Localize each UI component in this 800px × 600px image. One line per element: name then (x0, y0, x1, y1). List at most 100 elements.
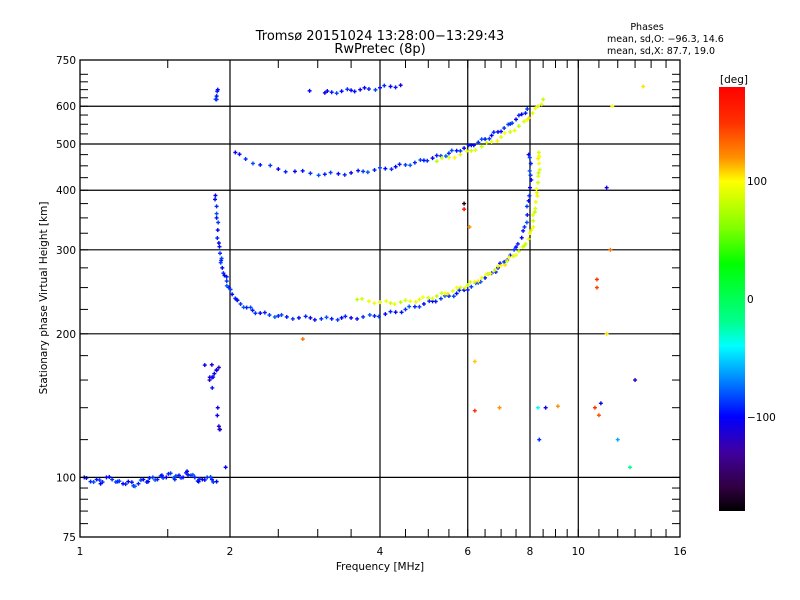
data-point (233, 150, 238, 155)
data-point (388, 309, 393, 314)
data-point (533, 199, 538, 204)
data-point (464, 149, 469, 154)
data-point (349, 315, 354, 320)
data-point (316, 173, 321, 178)
data-point (514, 245, 519, 250)
data-point (377, 165, 382, 170)
chart-subtitle: RwPretec (8p) (334, 42, 425, 57)
data-point (536, 150, 541, 155)
data-point (362, 85, 367, 90)
x-tick-label: 8 (527, 546, 534, 558)
data-point (524, 204, 529, 209)
data-point (519, 235, 524, 240)
colorbar-tick-label: 100 (747, 176, 767, 188)
data-point (537, 161, 542, 166)
data-point (516, 113, 521, 118)
data-point (349, 88, 354, 93)
data-point (491, 130, 496, 135)
data-point (534, 187, 539, 192)
data-point (555, 404, 560, 409)
data-point (529, 177, 534, 182)
data-point (438, 296, 443, 301)
data-point (462, 201, 467, 206)
data-point (215, 87, 220, 92)
data-point (388, 84, 393, 89)
data-point (221, 271, 226, 276)
y-tick-label: 500 (56, 139, 76, 151)
data-point (421, 301, 426, 306)
x-tick-label: 2 (227, 546, 234, 558)
stats-line-o: mean, sd,O: −96.3, 14.6 (607, 34, 724, 45)
data-point (498, 261, 503, 266)
data-point (235, 298, 240, 303)
data-point (238, 301, 243, 306)
x-tick-label: 4 (377, 546, 384, 558)
data-point (532, 210, 537, 215)
data-point (521, 228, 526, 233)
data-point (465, 283, 470, 288)
data-point (452, 155, 457, 160)
data-point (516, 124, 521, 129)
data-point (472, 359, 477, 364)
data-point (372, 301, 377, 306)
x-tick-label: 16 (673, 546, 687, 558)
data-point (132, 484, 137, 489)
data-point (322, 90, 327, 95)
data-point (438, 153, 443, 158)
data-point (426, 295, 431, 300)
chart-title: Tromsø 20151024 13:28:00−13:29:43 (255, 29, 505, 44)
data-point (418, 157, 423, 162)
data-point (446, 155, 451, 160)
data-point (214, 368, 219, 373)
data-point (176, 473, 181, 478)
data-point (159, 473, 164, 478)
x-axis: 1 2 4 6 8 10 16 (77, 60, 687, 558)
data-point (469, 148, 474, 153)
data-point (243, 157, 248, 162)
data-point (468, 279, 473, 284)
data-point (543, 405, 548, 410)
data-point (407, 304, 412, 309)
data-point (339, 89, 344, 94)
data-point (508, 129, 513, 134)
data-point (454, 148, 459, 153)
data-point (514, 253, 519, 258)
data-point (458, 152, 463, 157)
data-point (523, 111, 528, 116)
data-point (479, 137, 484, 142)
data-point (484, 140, 489, 145)
data-point (454, 285, 459, 290)
data-point (462, 146, 467, 151)
data-point (355, 316, 360, 321)
x-tick-label: 10 (572, 546, 585, 558)
data-point (168, 471, 173, 476)
data-point (349, 170, 354, 175)
data-point (533, 106, 538, 111)
y-tick-label: 75 (63, 532, 76, 544)
data-point (283, 169, 288, 174)
data-point (492, 268, 497, 273)
data-point (472, 279, 477, 284)
data-point (361, 314, 366, 319)
data-point (393, 85, 398, 90)
data-point (129, 480, 134, 485)
data-point (537, 154, 542, 159)
data-point (196, 479, 201, 484)
data-point (224, 274, 229, 279)
y-axis: 75 100 200 300 400 500 600 750 (56, 55, 680, 544)
data-point (214, 479, 219, 484)
data-point (503, 262, 508, 267)
data-point (258, 162, 263, 167)
data-point (511, 254, 516, 259)
data-point (487, 136, 492, 141)
data-point (267, 313, 272, 318)
data-point (202, 363, 207, 368)
data-point (430, 296, 435, 301)
data-point (528, 161, 533, 166)
data-point (479, 144, 484, 149)
data-point (483, 137, 488, 142)
data-point (528, 173, 533, 178)
data-point (531, 212, 536, 217)
data-point (366, 299, 371, 304)
data-point (216, 365, 221, 370)
